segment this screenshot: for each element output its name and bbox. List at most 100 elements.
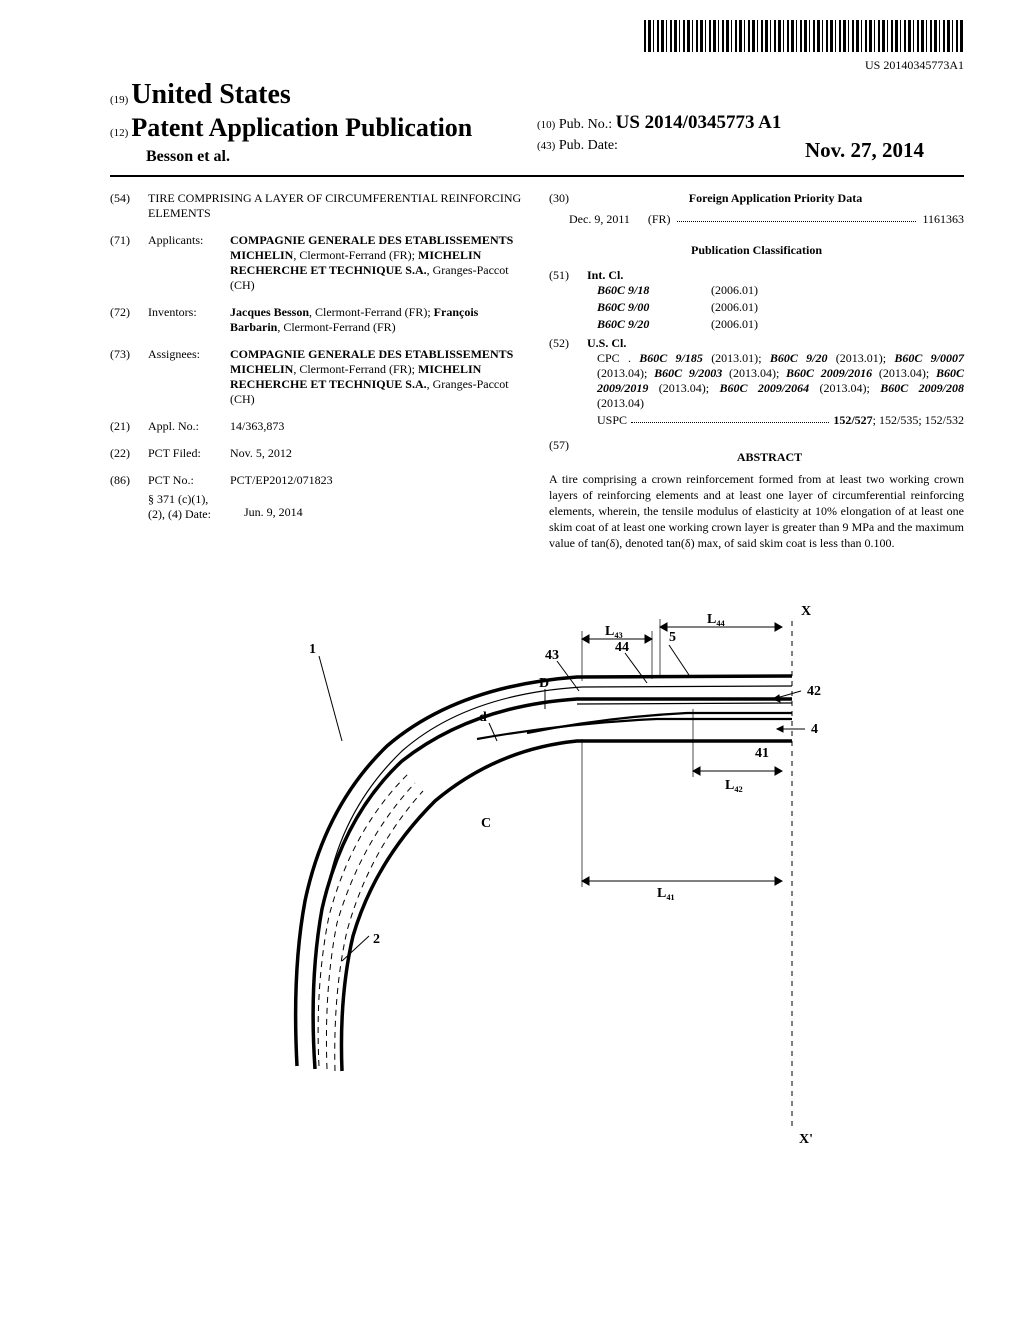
intcl-code: B60C 9/18: [597, 283, 687, 298]
barcode-graphic: [644, 20, 964, 52]
uscl-label: U.S. Cl.: [587, 336, 964, 351]
pctno-label: PCT No.:: [148, 473, 218, 488]
right-column: (30) Foreign Application Priority Data D…: [549, 191, 964, 552]
uspc-row: USPC 152/527; 152/535; 152/532: [587, 413, 964, 428]
publication-title: Patent Application Publication: [131, 113, 472, 142]
inventor-2-loc: , Clermont-Ferrand (FR): [277, 320, 395, 334]
applno-field: (21) Appl. No.: 14/363,873: [110, 419, 525, 434]
abstract-header: (57) ABSTRACT: [549, 438, 964, 471]
country-field-number: (19): [110, 94, 128, 106]
inventors-field: (72) Inventors: Jacques Besson, Clermont…: [110, 305, 525, 335]
tire-cross-section-figure: X X' 1 2 5 C D d 4 41 42 43 44 L₄₁ L₄₂ L…: [187, 591, 887, 1151]
abstract-text: A tire comprising a crown reinforcement …: [549, 471, 964, 552]
intcl-label: Int. Cl.: [587, 268, 964, 283]
foreign-field-number: (30): [549, 191, 575, 206]
intcl-version: (2006.01): [711, 283, 758, 298]
fig-label-L41: L₄₁: [657, 886, 675, 901]
s371-field: § 371 (c)(1), (2), (4) Date: Jun. 9, 201…: [110, 492, 525, 522]
fig-label-43: 43: [545, 648, 559, 663]
header-right: (10) Pub. No.: US 2014/0345773 A1 (43) P…: [537, 77, 964, 163]
uscl-field-number: (52): [549, 336, 575, 428]
left-column: (54) TIRE COMPRISING A LAYER OF CIRCUMFE…: [110, 191, 525, 552]
intcl-field-number: (51): [549, 268, 575, 334]
s371-value: Jun. 9, 2014: [244, 492, 525, 522]
assignee-1-loc: , Clermont-Ferrand (FR);: [293, 362, 418, 376]
header-left: (19) United States (12) Patent Applicati…: [110, 77, 537, 167]
inventors-label: Inventors:: [148, 305, 218, 335]
intcl-list: B60C 9/18(2006.01)B60C 9/00(2006.01)B60C…: [587, 283, 964, 332]
uspc-prefix: USPC: [597, 413, 627, 428]
pctfiled-label: PCT Filed:: [148, 446, 218, 461]
fig-label-1: 1: [309, 642, 316, 657]
fig-label-X: X: [801, 604, 811, 619]
s371-label-2: (2), (4) Date:: [148, 507, 232, 522]
intcl-version: (2006.01): [711, 300, 758, 315]
intcl-row: B60C 9/00 (2006.01): [587, 300, 964, 315]
pctfiled-field: (22) PCT Filed: Nov. 5, 2012: [110, 446, 525, 461]
pctno-value: PCT/EP2012/071823: [230, 473, 525, 488]
pctfiled-value: Nov. 5, 2012: [230, 446, 525, 461]
pubdate-label: Pub. Date:: [559, 138, 618, 153]
document-header: (19) United States (12) Patent Applicati…: [110, 77, 964, 177]
pub-field-number: (12): [110, 127, 128, 139]
foreign-priority-row: Dec. 9, 2011 (FR) 1161363: [549, 212, 964, 227]
fig-label-2: 2: [373, 932, 380, 947]
pubdate-field-number: (43): [537, 140, 555, 152]
barcode-text: US 20140345773A1: [110, 58, 964, 73]
fig-label-44: 44: [615, 640, 629, 655]
assignees-content: COMPAGNIE GENERALE DES ETABLISSEMENTS MI…: [230, 347, 525, 407]
invention-title: TIRE COMPRISING A LAYER OF CIRCUMFERENTI…: [148, 191, 525, 221]
uspc-lead: 152/527: [833, 413, 872, 427]
body-columns: (54) TIRE COMPRISING A LAYER OF CIRCUMFE…: [110, 191, 964, 552]
foreign-title: Foreign Application Priority Data: [689, 191, 862, 205]
invention-title-field: (54) TIRE COMPRISING A LAYER OF CIRCUMFE…: [110, 191, 525, 221]
uspc-value: 152/527; 152/535; 152/532: [833, 413, 964, 428]
fig-label-41: 41: [755, 746, 769, 761]
assignees-field: (73) Assignees: COMPAGNIE GENERALE DES E…: [110, 347, 525, 407]
pubdate-value: Nov. 27, 2014: [805, 137, 924, 163]
foreign-appno: 1161363: [922, 212, 964, 227]
applicants-label: Applicants:: [148, 233, 218, 293]
abstract-title: ABSTRACT: [575, 450, 964, 465]
fig-label-42: 42: [807, 684, 821, 699]
dotted-leader: [631, 413, 829, 423]
foreign-country: (FR): [648, 212, 671, 227]
fig-label-D: D: [539, 676, 549, 691]
applicants-field-number: (71): [110, 233, 136, 293]
uscl-field: (52) U.S. Cl. CPC . B60C 9/185 (2013.01)…: [549, 336, 964, 428]
title-field-number: (54): [110, 191, 136, 221]
inventors-content: Jacques Besson, Clermont-Ferrand (FR); F…: [230, 305, 525, 335]
assignees-field-number: (73): [110, 347, 136, 407]
fig-label-L42: L₄₂: [725, 778, 743, 793]
inventor-1: Jacques Besson: [230, 305, 309, 319]
applno-value: 14/363,873: [230, 419, 525, 434]
pubno-value: US 2014/0345773 A1: [616, 112, 782, 133]
barcode-block: US 20140345773A1: [110, 20, 964, 73]
intcl-row: B60C 9/20(2006.01): [587, 317, 964, 332]
intcl-code: B60C 9/00: [597, 300, 687, 315]
fig-label-Xp: X': [799, 1132, 813, 1147]
fig-label-d: d: [479, 710, 487, 725]
inventor-1-loc: , Clermont-Ferrand (FR);: [309, 305, 434, 319]
intcl-field: (51) Int. Cl. B60C 9/18(2006.01)B60C 9/0…: [549, 268, 964, 334]
fig-label-C: C: [481, 816, 491, 831]
applicants-field: (71) Applicants: COMPAGNIE GENERALE DES …: [110, 233, 525, 293]
uspc-rest: ; 152/535; 152/532: [873, 413, 964, 427]
pctno-field-number: (86): [110, 473, 136, 488]
intcl-row: B60C 9/18 (2006.01): [587, 283, 964, 298]
s371-label-1: § 371 (c)(1),: [148, 492, 232, 507]
fig-label-L43: L₄₃: [605, 624, 623, 639]
abstract-field-number: (57): [549, 438, 575, 471]
applno-label: Appl. No.:: [148, 419, 218, 434]
s371-label: § 371 (c)(1), (2), (4) Date:: [148, 492, 232, 522]
dotted-leader: [677, 212, 917, 222]
applno-field-number: (21): [110, 419, 136, 434]
intcl-version: (2006.01): [711, 317, 758, 332]
figure-container: X X' 1 2 5 C D d 4 41 42 43 44 L₄₁ L₄₂ L…: [110, 591, 964, 1155]
cpc-block: CPC . B60C 9/185 (2013.01); B60C 9/20 (2…: [587, 351, 964, 411]
classification-title: Publication Classification: [549, 243, 964, 258]
pubno-field-number: (10): [537, 119, 555, 131]
assignees-label: Assignees:: [148, 347, 218, 407]
applicant-1-loc: , Clermont-Ferrand (FR);: [293, 248, 418, 262]
pctno-field: (86) PCT No.: PCT/EP2012/071823: [110, 473, 525, 488]
